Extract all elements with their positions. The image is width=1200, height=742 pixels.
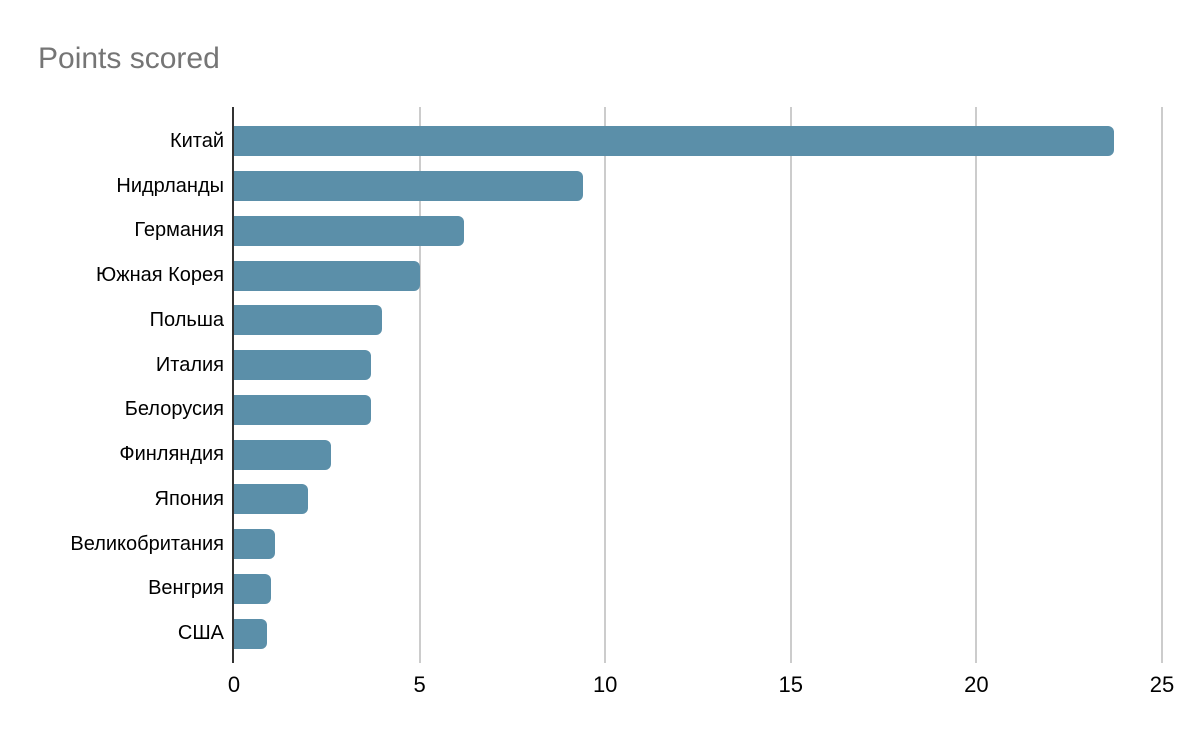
bar (234, 171, 583, 202)
category-label: Великобритания (70, 532, 224, 555)
bar-row (234, 432, 1162, 477)
category-label: Белорусия (124, 398, 224, 421)
bar-rows (234, 119, 1162, 656)
category-label: Нидрланды (116, 174, 224, 197)
bar (234, 260, 420, 291)
gridline-x-5 (418, 107, 421, 663)
category-label: Япония (154, 487, 224, 510)
category-label: Южная Корея (96, 264, 224, 287)
x-tick-label: 10 (592, 672, 618, 697)
plot-area (232, 107, 1163, 663)
bar-row (234, 522, 1162, 567)
x-tick-label: 0 (227, 672, 241, 697)
gridline-x-25 (1161, 107, 1163, 663)
x-tick-label: 25 (1149, 672, 1175, 697)
category-label: Германия (134, 219, 224, 242)
category-label: Италия (155, 353, 224, 376)
bar-row (234, 209, 1162, 254)
bar (234, 573, 272, 604)
bar (234, 350, 372, 381)
category-axis-labels: Китай Нидрланды Германия Южная Корея Польша И… (0, 119, 224, 656)
bar-row (234, 298, 1162, 343)
bar-row (234, 477, 1162, 522)
category-label: Финляндия (119, 443, 224, 466)
bar (234, 529, 275, 560)
bar (234, 484, 309, 515)
x-tick-label: 15 (778, 672, 804, 697)
bar (234, 126, 1114, 157)
bar-row (234, 119, 1162, 164)
bar (234, 394, 372, 425)
bar-row (234, 567, 1162, 612)
bar (234, 439, 331, 470)
x-tick-label: 5 (413, 672, 426, 697)
x-axis-tick-labels: 0 5 10 15 20 25 (228, 672, 1174, 704)
x-tick-label: 20 (964, 672, 989, 697)
bar (234, 618, 268, 649)
category-label: США (177, 622, 224, 645)
y-axis-line (232, 107, 234, 663)
chart-title: Points scored (38, 42, 220, 75)
gridline-x-10 (604, 107, 607, 663)
category-label: Венгрия (148, 577, 224, 600)
category-label: Китай (169, 129, 224, 152)
bar (234, 215, 465, 246)
bar-row (234, 253, 1162, 298)
gridline-x-15 (789, 107, 792, 663)
bar (234, 305, 383, 336)
bar-row (234, 164, 1162, 209)
gridline-x-20 (975, 107, 978, 663)
bar-row (234, 611, 1162, 656)
bar-row (234, 343, 1162, 388)
category-label: Польша (149, 308, 224, 331)
bar-row (234, 388, 1162, 433)
